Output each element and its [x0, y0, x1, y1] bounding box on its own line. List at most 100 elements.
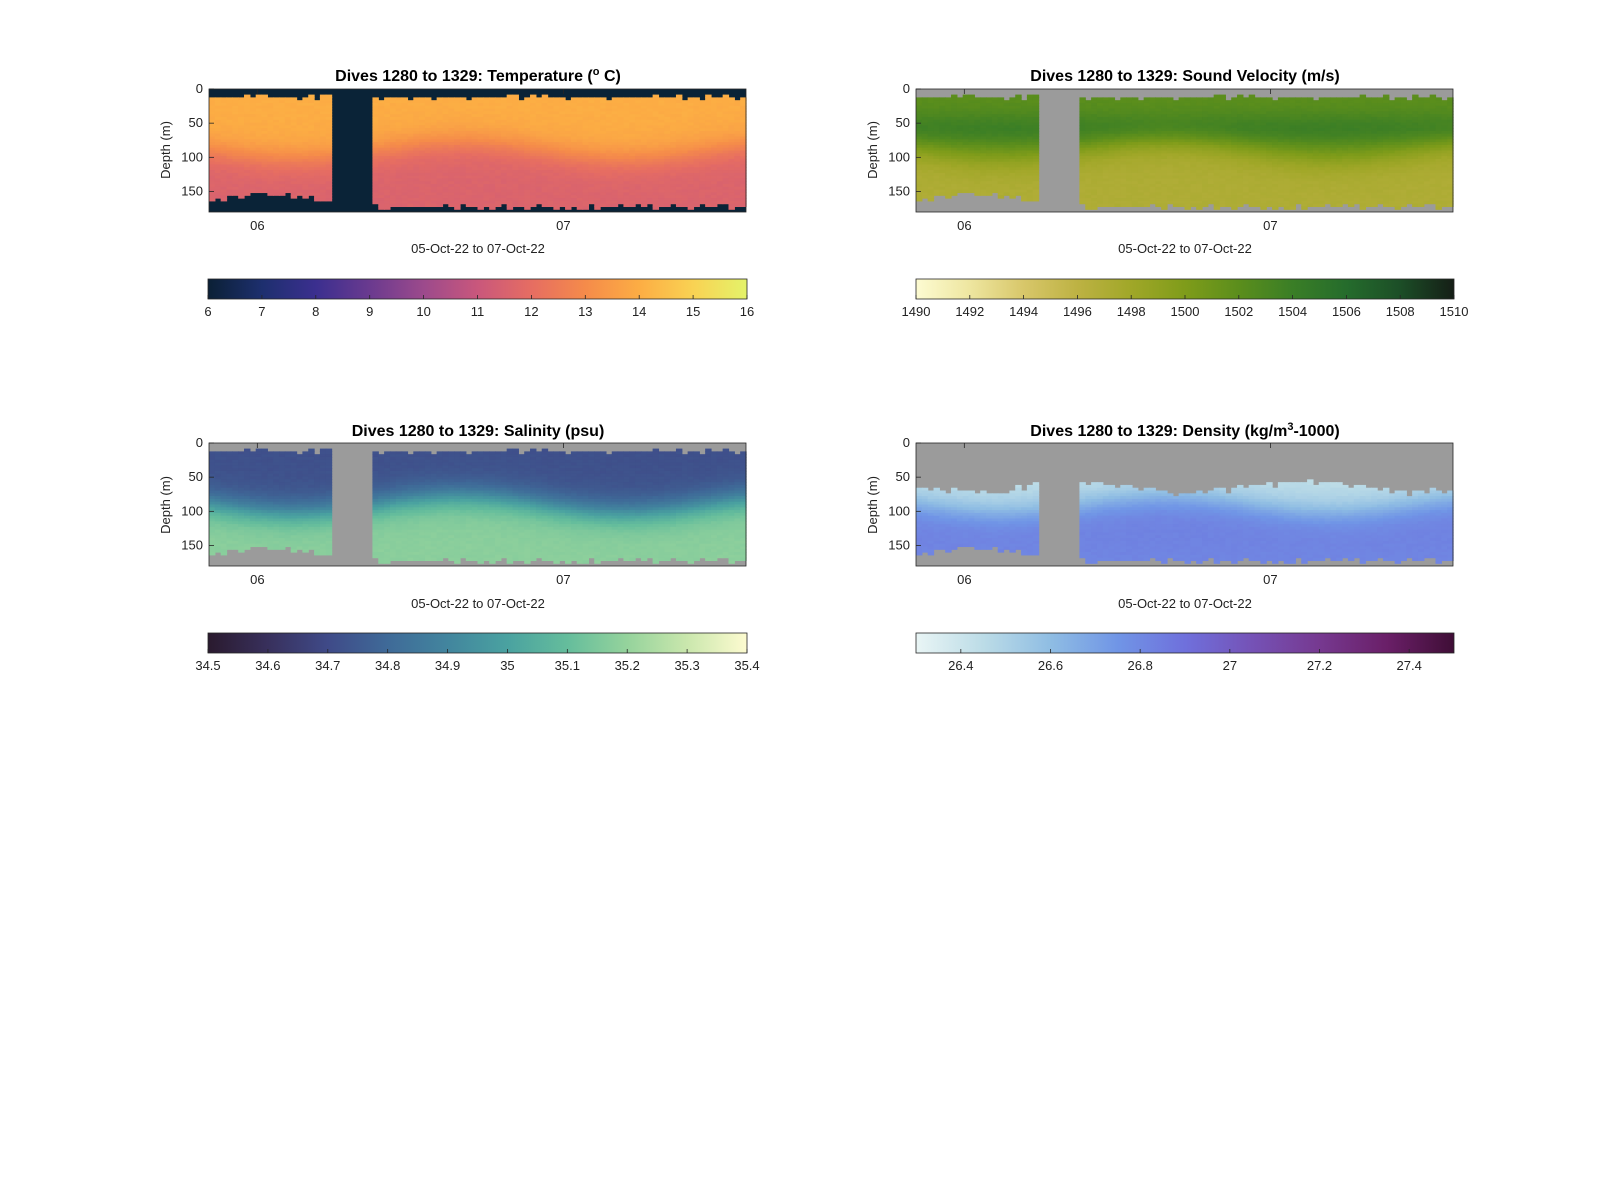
heatmap-cell [372, 153, 379, 157]
heatmap-cell [214, 122, 222, 126]
heatmap-cell [617, 186, 625, 191]
heatmap-cell [430, 139, 438, 143]
heatmap-cell [1143, 122, 1151, 126]
heatmap-cell [740, 172, 747, 177]
heatmap-cell [214, 102, 222, 107]
heatmap-cell [436, 172, 444, 177]
heatmap-cell [1161, 139, 1168, 143]
heatmap-cell [600, 100, 607, 104]
heatmap-cell [565, 178, 572, 182]
heatmap-cell [1102, 164, 1110, 168]
heatmap-cell [1009, 172, 1016, 177]
heatmap-cell [506, 156, 514, 160]
heatmap-cell [956, 147, 964, 152]
heatmap-cell [1172, 153, 1180, 157]
heatmap-cell [413, 136, 420, 140]
heatmap-cell [267, 144, 274, 149]
heatmap-cell [389, 150, 397, 154]
heatmap-cell [506, 125, 514, 129]
heatmap-cell [436, 142, 444, 146]
heatmap-cell [693, 167, 700, 171]
heatmap-cell [1015, 108, 1022, 112]
heatmap-cell [424, 195, 432, 199]
heatmap-cell [279, 156, 286, 160]
heatmap-cell [267, 102, 274, 107]
heatmap-cell [716, 116, 724, 121]
heatmap-cell [214, 130, 222, 135]
heatmap-cell [1079, 195, 1086, 199]
heatmap-cell [986, 125, 993, 129]
heatmap-cell [734, 175, 741, 180]
heatmap-cell [284, 144, 292, 149]
heatmap-cell [699, 189, 706, 194]
heatmap-cell [430, 114, 438, 118]
heatmap-cell [448, 195, 455, 199]
heatmap-cell [1096, 97, 1104, 101]
heatmap-cell [1161, 119, 1168, 124]
heatmap-cell [652, 139, 660, 143]
heatmap-cell [1161, 97, 1168, 101]
heatmap-cell [279, 178, 286, 182]
heatmap-cell [1026, 192, 1034, 196]
heatmap-cell [986, 170, 993, 174]
heatmap-cell [927, 119, 935, 124]
heatmap-cell [605, 122, 613, 126]
heatmap-cell [319, 100, 327, 104]
heatmap-cell [565, 142, 572, 146]
heatmap-cell [209, 181, 216, 185]
heatmap-cell [459, 153, 467, 157]
heatmap-cell [1114, 125, 1121, 129]
heatmap-cell [506, 102, 514, 107]
heatmap-cell [1079, 122, 1086, 126]
heatmap-cell [705, 133, 712, 138]
heatmap-cell [495, 139, 502, 143]
heatmap-cell [518, 181, 525, 185]
heatmap-cell [991, 133, 999, 138]
heatmap-cell [378, 150, 385, 154]
heatmap-cell [1213, 119, 1221, 124]
heatmap-cell [1161, 175, 1168, 180]
heatmap-cell [916, 192, 923, 196]
heatmap-cell [646, 198, 654, 202]
heatmap-cell [267, 175, 274, 180]
heatmap-cell [436, 164, 444, 168]
heatmap-cell [734, 139, 741, 143]
heatmap-cell [1161, 122, 1168, 126]
heatmap-cell [1026, 189, 1034, 194]
heatmap-cell [442, 189, 449, 194]
heatmap-cell [459, 119, 467, 124]
heatmap-cell [980, 156, 987, 160]
heatmap-cell [325, 164, 333, 168]
heatmap-cell [1114, 167, 1121, 171]
heatmap-cell [939, 158, 946, 163]
heatmap-cell [1009, 102, 1016, 107]
heatmap-cell [699, 136, 706, 140]
heatmap-cell [1079, 130, 1086, 135]
heatmap-cell [296, 161, 303, 166]
heatmap-cell [1172, 167, 1180, 171]
heatmap-cell [1015, 153, 1022, 157]
heatmap-cell [927, 108, 935, 112]
heatmap-cell [1091, 111, 1098, 115]
heatmap-cell [279, 186, 286, 191]
heatmap-cell [419, 156, 426, 160]
heatmap-cell [261, 178, 268, 182]
heatmap-cell [395, 175, 403, 180]
heatmap-cell [710, 97, 718, 101]
heatmap-cell [1091, 139, 1098, 143]
heatmap-cell [956, 156, 964, 160]
heatmap-cell [1126, 192, 1133, 196]
heatmap-cell [956, 97, 964, 101]
heatmap-cell [1120, 184, 1127, 188]
heatmap-cell [559, 195, 566, 199]
heatmap-cell [535, 158, 543, 163]
heatmap-cell [325, 108, 333, 112]
heatmap-cell [1166, 181, 1174, 185]
heatmap-cell [933, 178, 940, 182]
heatmap-cell [495, 147, 502, 152]
heatmap-cell [1137, 198, 1145, 202]
heatmap-cell [1143, 139, 1151, 143]
heatmap-cell [319, 198, 327, 202]
heatmap-cell [582, 175, 590, 180]
heatmap-cell [1131, 144, 1139, 149]
